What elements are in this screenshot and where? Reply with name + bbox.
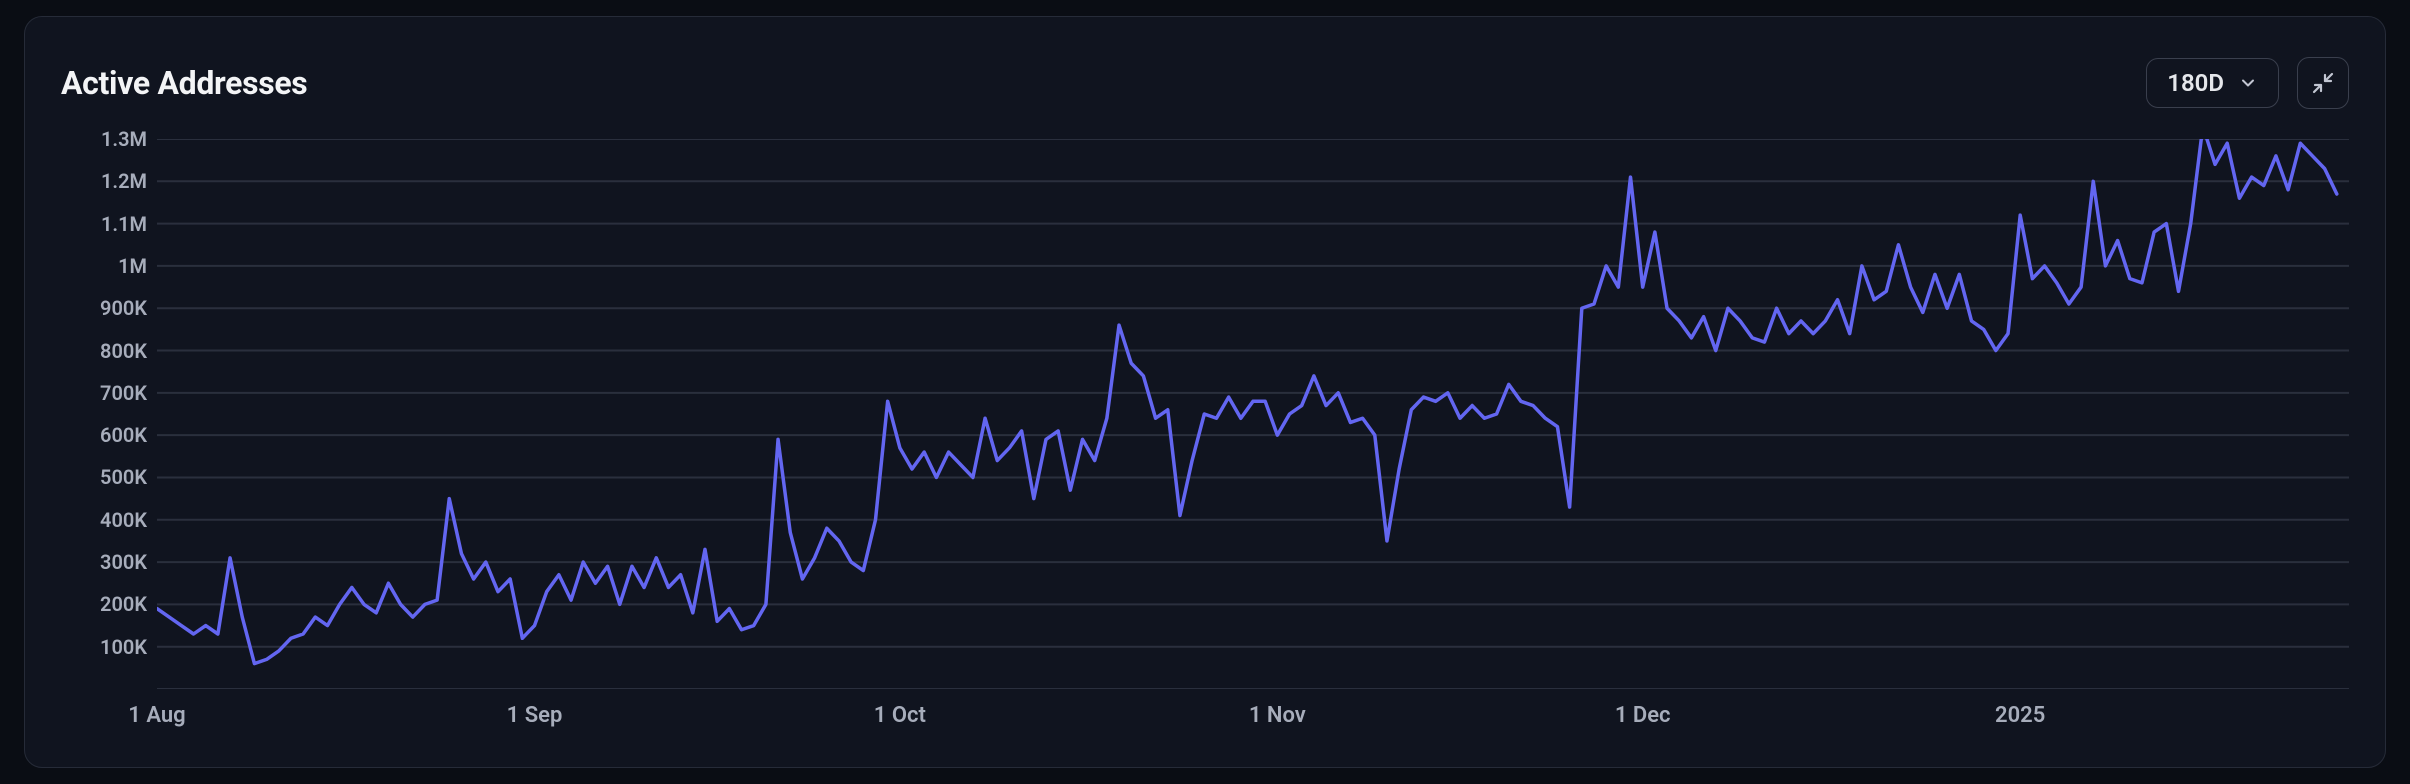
y-tick-label: 500K xyxy=(100,465,147,489)
x-tick-label: 2025 xyxy=(1995,703,2045,728)
plot: 100K 200K 300K 400K 500K 600K 700K 800K 900K 1M 1.… xyxy=(61,139,2349,737)
y-tick-label: 900K xyxy=(100,296,147,320)
x-tick-label: 1 Sep xyxy=(507,703,563,728)
chart-canvas xyxy=(157,139,2349,689)
x-tick-label: 1 Nov xyxy=(1249,703,1306,728)
y-tick-label: 1.2M xyxy=(101,169,147,193)
y-tick-label: 1M xyxy=(118,254,147,278)
y-tick-label: 600K xyxy=(100,423,147,447)
x-axis-ticks: 1 Aug1 Sep1 Oct1 Nov1 Dec2025 xyxy=(157,703,2349,737)
x-tick-label: 1 Aug xyxy=(128,703,185,728)
x-axis: 1 Aug 1 Sep 1 Oct 1 Nov 1 Dec 2025 xyxy=(61,703,2349,737)
y-tick-label: 1.1M xyxy=(101,212,147,236)
time-range-select[interactable]: 180D xyxy=(2146,58,2279,108)
time-range-label: 180D xyxy=(2167,69,2224,97)
card-header: Active Addresses 180D xyxy=(61,57,2349,109)
y-tick-label: 1.3M xyxy=(101,127,147,151)
chart-card: Active Addresses 180D 100K 200K 300K 400K 50… xyxy=(24,16,2386,768)
y-axis: 100K 200K 300K 400K 500K 600K 700K 800K 900K 1M 1.… xyxy=(61,139,157,689)
y-tick-label: 200K xyxy=(100,592,147,616)
x-tick-label: 1 Oct xyxy=(874,703,926,728)
y-tick-label: 800K xyxy=(100,339,147,363)
collapse-icon xyxy=(2311,71,2335,95)
y-tick-label: 100K xyxy=(100,635,147,659)
collapse-button[interactable] xyxy=(2297,57,2349,109)
y-tick-label: 400K xyxy=(100,508,147,532)
line-series xyxy=(157,139,2349,689)
chevron-down-icon xyxy=(2238,73,2258,93)
card-title: Active Addresses xyxy=(61,64,307,102)
plot-area: 100K 200K 300K 400K 500K 600K 700K 800K 900K 1M 1.… xyxy=(61,139,2349,689)
card-controls: 180D xyxy=(2146,57,2349,109)
y-tick-label: 700K xyxy=(100,381,147,405)
y-tick-label: 300K xyxy=(100,550,147,574)
x-tick-label: 1 Dec xyxy=(1615,703,1671,728)
